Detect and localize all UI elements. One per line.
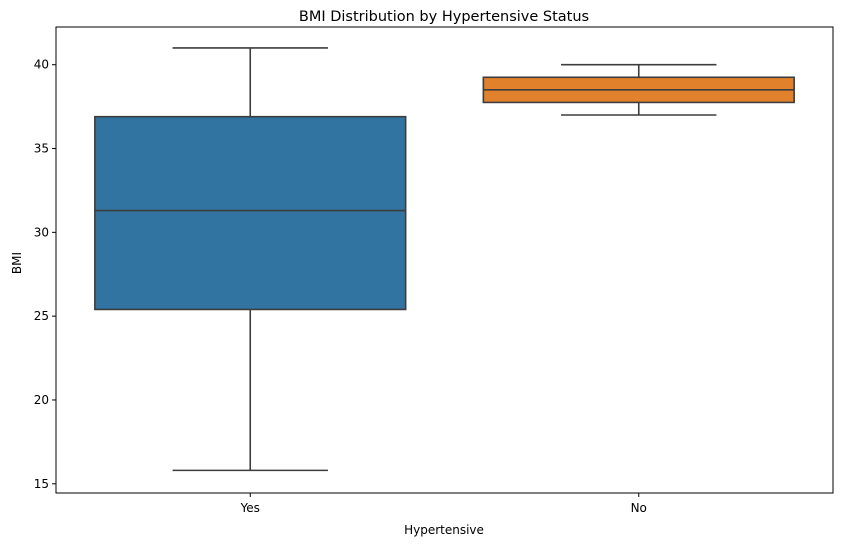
y-tick-label-25: 25 <box>34 309 49 323</box>
x-tick-label-yes: Yes <box>240 501 260 515</box>
y-axis: 15 20 25 30 35 40 <box>34 58 56 491</box>
box-yes <box>94 115 407 311</box>
box-group-yes <box>94 47 407 472</box>
plot-area <box>55 26 834 494</box>
x-tick-label-no: No <box>631 501 647 515</box>
chart-title: BMI Distribution by Hypertensive Status <box>299 9 589 25</box>
plot-frame <box>55 26 834 494</box>
x-axis-label: Hypertensive <box>404 523 484 537</box>
y-tick-label-20: 20 <box>34 393 49 407</box>
y-tick-label-15: 15 <box>34 477 49 491</box>
y-tick-label-40: 40 <box>34 58 49 72</box>
y-tick-label-30: 30 <box>34 225 49 239</box>
box-group-no <box>482 63 795 116</box>
y-tick-label-35: 35 <box>34 142 49 156</box>
x-axis: Yes No <box>240 493 647 515</box>
y-axis-label: BMI <box>10 252 24 274</box>
